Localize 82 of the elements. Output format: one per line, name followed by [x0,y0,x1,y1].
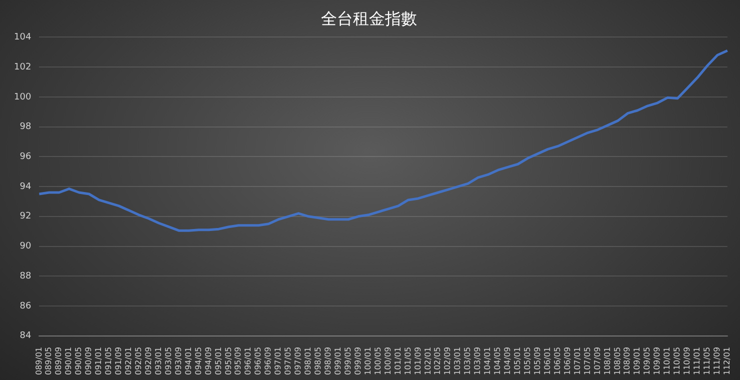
y-tick-label: 88 [20,271,32,282]
x-tick-label: 090/09 [84,346,94,376]
x-tick-label: 106/05 [552,346,562,376]
x-tick-label: 107/09 [592,346,602,376]
x-tick-label: 099/09 [353,346,362,376]
x-tick-label: 108/09 [622,346,632,376]
x-tick-label: 110/05 [672,346,682,376]
x-tick-label: 109/01 [632,346,642,376]
y-tick-label: 90 [20,242,32,252]
x-tick-label: 096/05 [254,346,263,376]
x-tick-label: 103/01 [453,346,462,376]
x-tick-label: 107/01 [572,346,582,376]
x-tick-label: 109/09 [652,346,662,376]
x-tick-label: 102/05 [433,346,442,376]
x-tick-label: 096/09 [264,346,273,376]
x-tick-label: 094/09 [204,346,213,376]
x-tick-label: 102/09 [443,346,452,376]
x-tick-label: 090/01 [64,346,74,376]
x-tick-label: 099/01 [333,346,342,376]
x-tick-label: 106/09 [562,346,572,376]
y-tick-label: 98 [20,122,32,132]
x-tick-label: 092/09 [144,346,153,376]
x-tick-label: 093/05 [164,346,173,376]
y-tick-label: 92 [20,212,32,222]
x-tick-label: 096/01 [244,346,253,376]
x-tick-label: 094/01 [184,346,193,376]
x-tick-label: 097/01 [274,346,283,376]
x-tick-label: 097/09 [294,346,303,376]
x-tick-label: 105/05 [522,346,532,376]
x-tick-label: 112/01 [722,346,732,376]
x-tick-label: 097/05 [284,346,293,376]
x-tick-label: 104/09 [503,346,512,376]
x-tick-label: 101/05 [403,346,412,376]
x-tick-label: 100/09 [383,346,392,376]
x-tick-label: 101/09 [413,346,422,376]
x-tick-label: 089/05 [44,346,54,376]
x-tick-label: 090/05 [74,346,84,376]
x-tick-label: 089/09 [54,346,64,376]
y-tick-label: 84 [20,331,32,342]
x-tick-label: 103/09 [473,346,482,376]
x-tick-label: 092/01 [124,346,134,376]
x-tick-label: 091/05 [104,346,114,376]
x-tick-label: 092/05 [134,346,143,376]
x-tick-label: 105/09 [532,346,542,376]
y-tick-label: 86 [20,301,32,312]
y-tick-label: 102 [14,62,32,72]
x-tick-label: 104/05 [493,346,502,376]
x-tick-label: 103/05 [463,346,472,376]
x-tick-label: 111/05 [702,346,712,376]
x-tick-label: 099/05 [343,346,352,376]
x-tick-label: 091/01 [94,346,104,376]
x-tick-label: 091/09 [114,346,124,376]
x-tick-label: 093/01 [154,346,163,376]
x-tick-label: 094/05 [194,346,203,376]
x-tick-label: 098/01 [304,346,313,376]
x-tick-label: 108/05 [612,346,622,376]
x-tick-label: 098/09 [324,346,333,376]
x-tick-label: 089/01 [34,346,44,376]
x-tick-label: 102/01 [423,346,432,376]
x-tick-label: 109/05 [642,346,652,376]
x-tick-label: 111/01 [692,346,702,376]
y-tick-label: 100 [14,92,32,102]
x-tick-label: 095/01 [214,346,223,376]
chart-title: 全台租金指數 [321,8,417,28]
x-tick-label: 100/01 [363,346,372,376]
x-tick-label: 093/09 [174,346,183,376]
x-tick-label: 095/09 [234,346,243,376]
x-tick-label: 104/01 [483,346,492,376]
x-tick-label: 105/01 [513,346,522,376]
x-tick-label: 110/01 [662,346,672,376]
x-tick-label: 108/01 [602,346,612,376]
y-tick-label: 96 [20,152,32,162]
y-tick-label: 104 [14,32,32,43]
x-tick-label: 110/09 [682,346,692,376]
x-tick-label: 106/01 [542,346,552,376]
x-tick-label: 101/01 [393,346,402,376]
x-tick-label: 111/09 [712,346,722,376]
x-tick-label: 095/05 [224,346,233,376]
y-tick-label: 94 [20,182,32,192]
x-tick-label: 100/05 [373,346,382,376]
x-tick-label: 107/05 [582,346,592,376]
x-tick-label: 098/05 [314,346,323,376]
